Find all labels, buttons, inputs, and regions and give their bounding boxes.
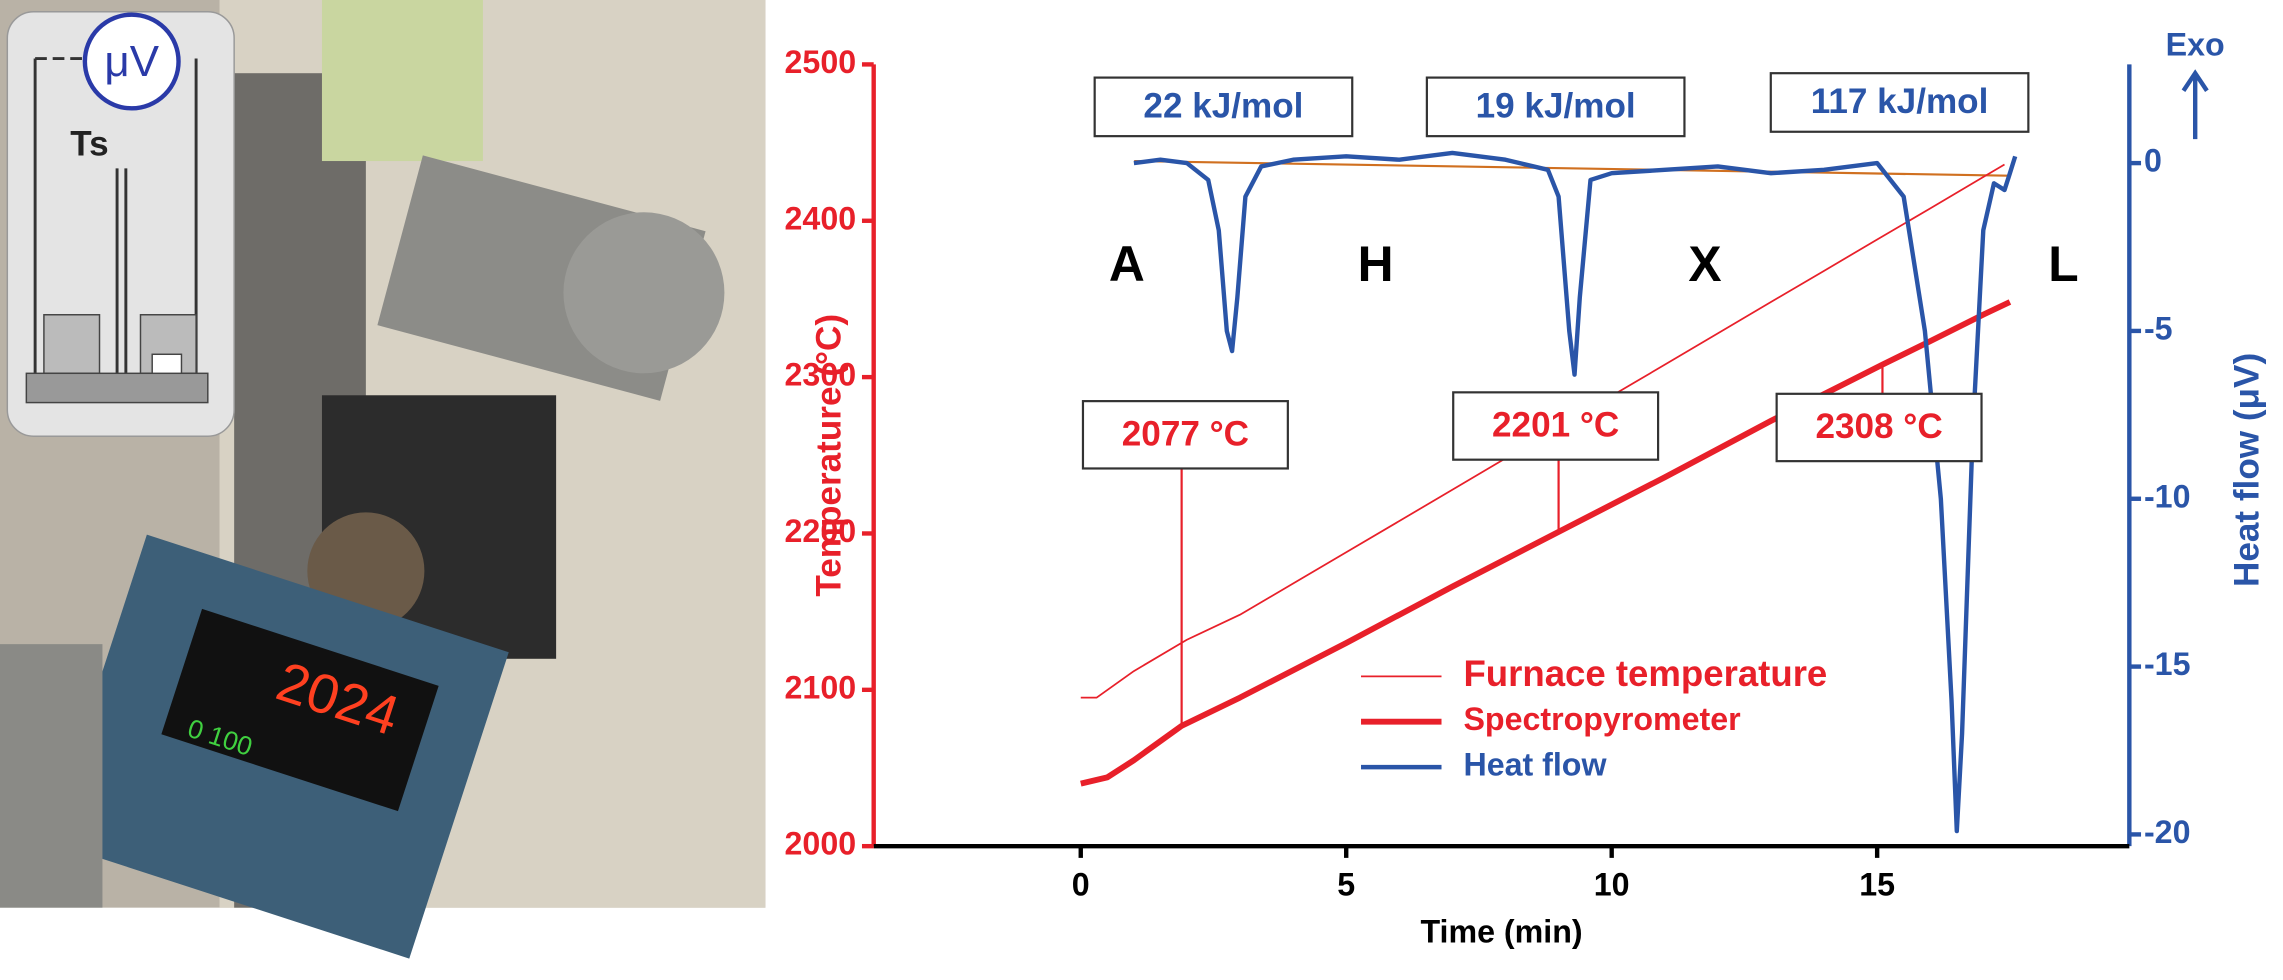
temp-box bbox=[1081, 400, 1289, 470]
enthalpy-label: 22 kJ/mol bbox=[1143, 87, 1303, 126]
y2-tick-label: -5 bbox=[2144, 310, 2173, 346]
temp-label: 2308 °C bbox=[1815, 407, 1942, 446]
y-tick-label: 2400 bbox=[785, 200, 857, 236]
x-tick-label: 15 bbox=[1859, 867, 1895, 903]
enthalpy-box bbox=[1425, 76, 1686, 138]
temp-label: 2077 °C bbox=[1122, 415, 1249, 454]
series-line bbox=[1133, 150, 2018, 834]
x-tick-label: 0 bbox=[1072, 867, 1090, 903]
y2-tick-label: -10 bbox=[2144, 478, 2191, 514]
phase-label: X bbox=[1688, 236, 1721, 292]
phase-label: L bbox=[2048, 236, 2078, 292]
y-tick-label: 2000 bbox=[785, 826, 857, 862]
phase-label: H bbox=[1358, 236, 1394, 292]
x-tick-label: 10 bbox=[1594, 867, 1630, 903]
x-tick-label: 5 bbox=[1337, 867, 1355, 903]
exo-arrow bbox=[2181, 69, 2209, 140]
inset-meter: μV bbox=[104, 37, 159, 86]
y-tick-label: 2500 bbox=[785, 44, 857, 80]
y-tick-label: 2300 bbox=[785, 357, 857, 393]
exo-label: Exo bbox=[2166, 26, 2225, 62]
y2-tick-label: 0 bbox=[2144, 143, 2162, 179]
enthalpy-label: 19 kJ/mol bbox=[1476, 87, 1636, 126]
y2-tick-label: -15 bbox=[2144, 646, 2191, 682]
legend-label: Spectropyrometer bbox=[1463, 701, 1741, 737]
enthalpy-box bbox=[1093, 76, 1354, 138]
y2-tick-label: -20 bbox=[2144, 814, 2191, 850]
enthalpy-label: 117 kJ/mol bbox=[1811, 82, 1989, 121]
x-axis-label: Time (min) bbox=[1420, 914, 1582, 950]
y2-axis-label: Heat flow (μV) bbox=[2228, 353, 2267, 587]
series-line bbox=[1080, 299, 2012, 787]
temp-label: 2201 °C bbox=[1492, 406, 1619, 445]
legend-label: Heat flow bbox=[1463, 747, 1607, 783]
legend-label: Furnace temperature bbox=[1463, 653, 1827, 694]
inset-label: Ts bbox=[70, 125, 108, 164]
y-tick-label: 2100 bbox=[785, 669, 857, 705]
phase-label: A bbox=[1109, 236, 1145, 292]
temp-box bbox=[1775, 392, 1983, 463]
photo: 2024 0 100 μV Ts bbox=[0, 0, 766, 959]
chart: 2000 2100 2200 2300 2400 2500 -20 -15 -10 -5 0 0 5 10… bbox=[785, 26, 2267, 949]
enthalpy-box bbox=[1769, 72, 2030, 133]
y-axis-label: Temperature (°C) bbox=[810, 314, 849, 597]
y-tick-label: 2200 bbox=[785, 513, 857, 549]
temp-box bbox=[1452, 391, 1660, 461]
